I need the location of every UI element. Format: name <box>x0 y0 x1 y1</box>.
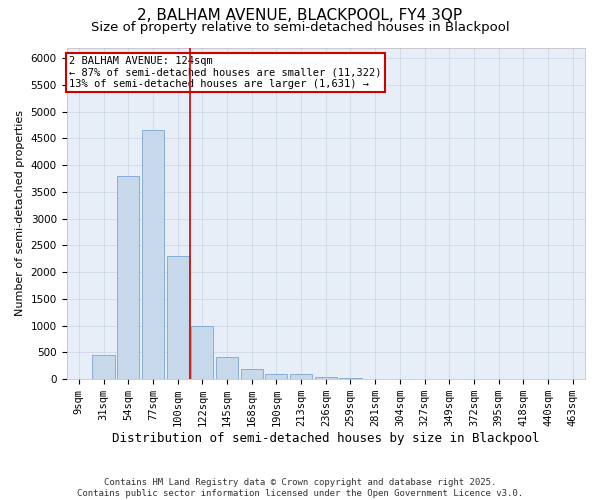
Bar <box>265 374 287 379</box>
Bar <box>142 130 164 379</box>
Bar <box>340 378 362 379</box>
Bar <box>117 176 139 379</box>
Text: 2, BALHAM AVENUE, BLACKPOOL, FY4 3QP: 2, BALHAM AVENUE, BLACKPOOL, FY4 3QP <box>137 8 463 22</box>
Y-axis label: Number of semi-detached properties: Number of semi-detached properties <box>15 110 25 316</box>
Text: Contains HM Land Registry data © Crown copyright and database right 2025.
Contai: Contains HM Land Registry data © Crown c… <box>77 478 523 498</box>
X-axis label: Distribution of semi-detached houses by size in Blackpool: Distribution of semi-detached houses by … <box>112 432 539 445</box>
Bar <box>216 357 238 379</box>
Bar <box>92 355 115 379</box>
Text: 2 BALHAM AVENUE: 124sqm
← 87% of semi-detached houses are smaller (11,322)
13% o: 2 BALHAM AVENUE: 124sqm ← 87% of semi-de… <box>69 56 382 89</box>
Text: Size of property relative to semi-detached houses in Blackpool: Size of property relative to semi-detach… <box>91 21 509 34</box>
Bar <box>290 374 312 379</box>
Bar <box>191 326 214 379</box>
Bar <box>241 368 263 379</box>
Bar <box>314 377 337 379</box>
Bar <box>167 256 189 379</box>
